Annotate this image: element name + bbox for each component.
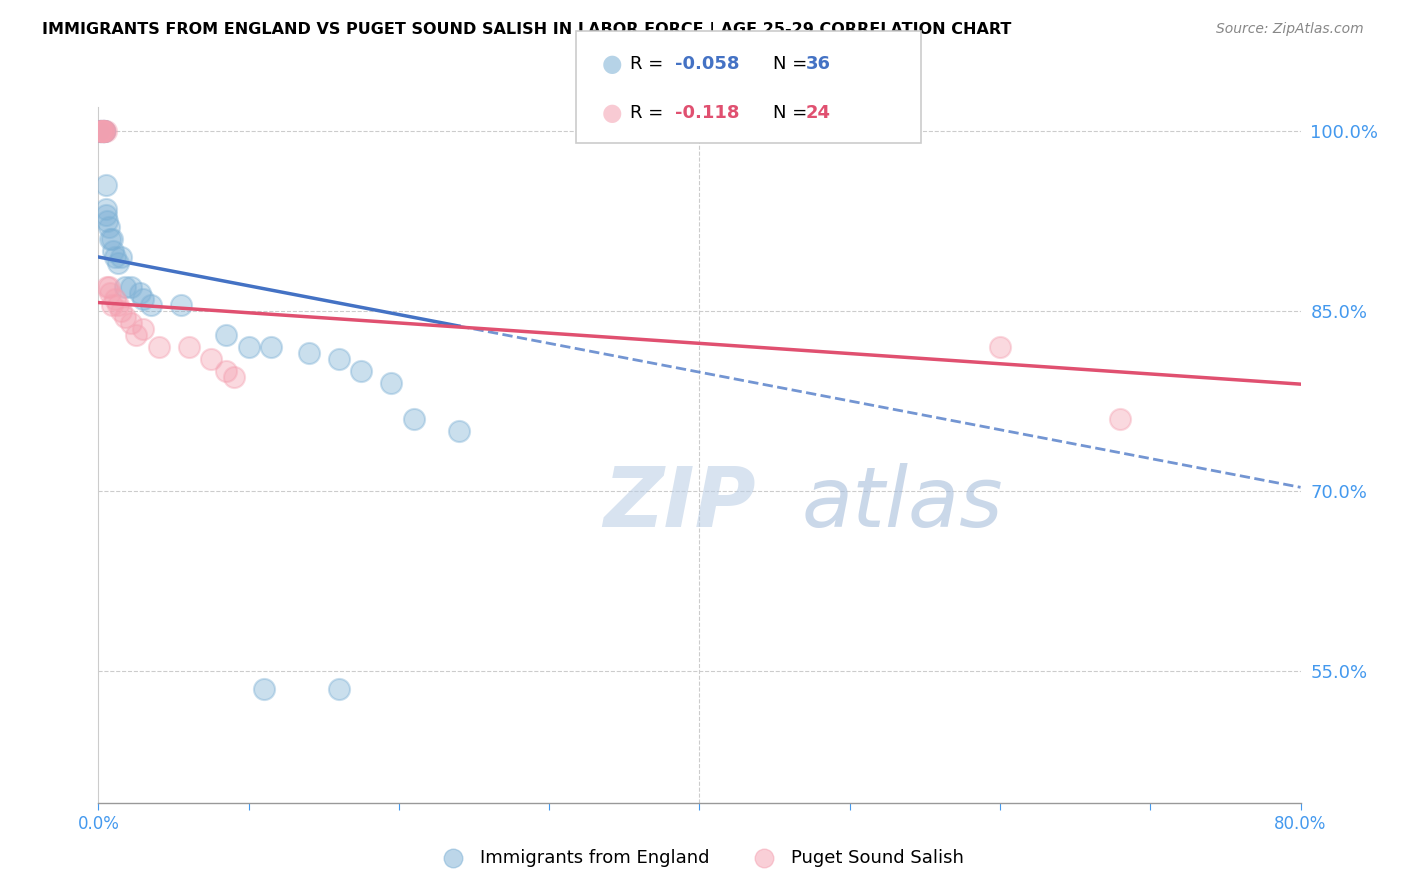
Point bbox=[253, 681, 276, 696]
Point bbox=[107, 298, 129, 312]
Text: ●: ● bbox=[602, 53, 623, 77]
Point bbox=[170, 298, 193, 312]
Point bbox=[1109, 412, 1132, 426]
Point bbox=[94, 202, 117, 216]
Text: Source: ZipAtlas.com: Source: ZipAtlas.com bbox=[1216, 22, 1364, 37]
Text: N =: N = bbox=[773, 103, 813, 121]
Point bbox=[101, 298, 124, 312]
Point bbox=[200, 351, 222, 366]
Point bbox=[100, 232, 122, 246]
Point bbox=[114, 280, 136, 294]
Point bbox=[93, 124, 115, 138]
Point bbox=[94, 124, 117, 138]
Point bbox=[91, 124, 114, 138]
Point bbox=[90, 124, 112, 138]
Text: ●: ● bbox=[602, 101, 623, 125]
Point bbox=[402, 412, 425, 426]
Point bbox=[107, 256, 129, 270]
Point bbox=[94, 178, 117, 192]
Point bbox=[93, 124, 115, 138]
Point bbox=[110, 250, 132, 264]
Point bbox=[91, 124, 114, 138]
Text: 24: 24 bbox=[806, 103, 831, 121]
Point bbox=[260, 340, 283, 354]
Point bbox=[988, 340, 1011, 354]
Point bbox=[91, 124, 114, 138]
Point bbox=[96, 214, 118, 228]
Point bbox=[132, 292, 155, 306]
Point bbox=[328, 681, 350, 696]
Point bbox=[132, 322, 155, 336]
Point bbox=[100, 285, 122, 300]
Point bbox=[298, 346, 321, 360]
Point bbox=[101, 232, 124, 246]
Point bbox=[93, 124, 115, 138]
Text: atlas: atlas bbox=[801, 463, 1004, 544]
Point bbox=[121, 280, 143, 294]
Text: R =: R = bbox=[630, 55, 669, 73]
Point bbox=[222, 370, 245, 384]
Text: 36: 36 bbox=[806, 55, 831, 73]
Point bbox=[91, 124, 114, 138]
Point bbox=[104, 292, 127, 306]
Point bbox=[104, 250, 127, 264]
Point bbox=[447, 424, 470, 438]
Text: IMMIGRANTS FROM ENGLAND VS PUGET SOUND SALISH IN LABOR FORCE | AGE 25-29 CORRELA: IMMIGRANTS FROM ENGLAND VS PUGET SOUND S… bbox=[42, 22, 1011, 38]
Point bbox=[90, 124, 112, 138]
Point bbox=[96, 280, 118, 294]
Point bbox=[89, 124, 111, 138]
Point bbox=[148, 340, 170, 354]
Point bbox=[97, 219, 120, 234]
Point bbox=[328, 351, 350, 366]
Point bbox=[114, 310, 136, 324]
Point bbox=[89, 124, 111, 138]
Point bbox=[139, 298, 162, 312]
Point bbox=[90, 124, 112, 138]
Point bbox=[129, 285, 152, 300]
Text: -0.058: -0.058 bbox=[675, 55, 740, 73]
Point bbox=[215, 328, 238, 343]
Point bbox=[94, 208, 117, 222]
Point bbox=[380, 376, 402, 390]
Point bbox=[110, 304, 132, 318]
Point bbox=[97, 280, 120, 294]
Point bbox=[93, 124, 115, 138]
Point bbox=[103, 244, 125, 258]
Text: -0.118: -0.118 bbox=[675, 103, 740, 121]
Text: ZIP: ZIP bbox=[603, 463, 756, 544]
Point bbox=[121, 316, 143, 330]
Point bbox=[238, 340, 260, 354]
Point bbox=[89, 124, 111, 138]
Point bbox=[350, 364, 373, 378]
Point bbox=[90, 124, 112, 138]
Point bbox=[91, 124, 114, 138]
Point bbox=[125, 328, 148, 343]
Text: N =: N = bbox=[773, 55, 813, 73]
Point bbox=[93, 124, 115, 138]
Point bbox=[215, 364, 238, 378]
Point bbox=[177, 340, 200, 354]
Text: R =: R = bbox=[630, 103, 675, 121]
Legend: Immigrants from England, Puget Sound Salish: Immigrants from England, Puget Sound Sal… bbox=[427, 841, 972, 874]
